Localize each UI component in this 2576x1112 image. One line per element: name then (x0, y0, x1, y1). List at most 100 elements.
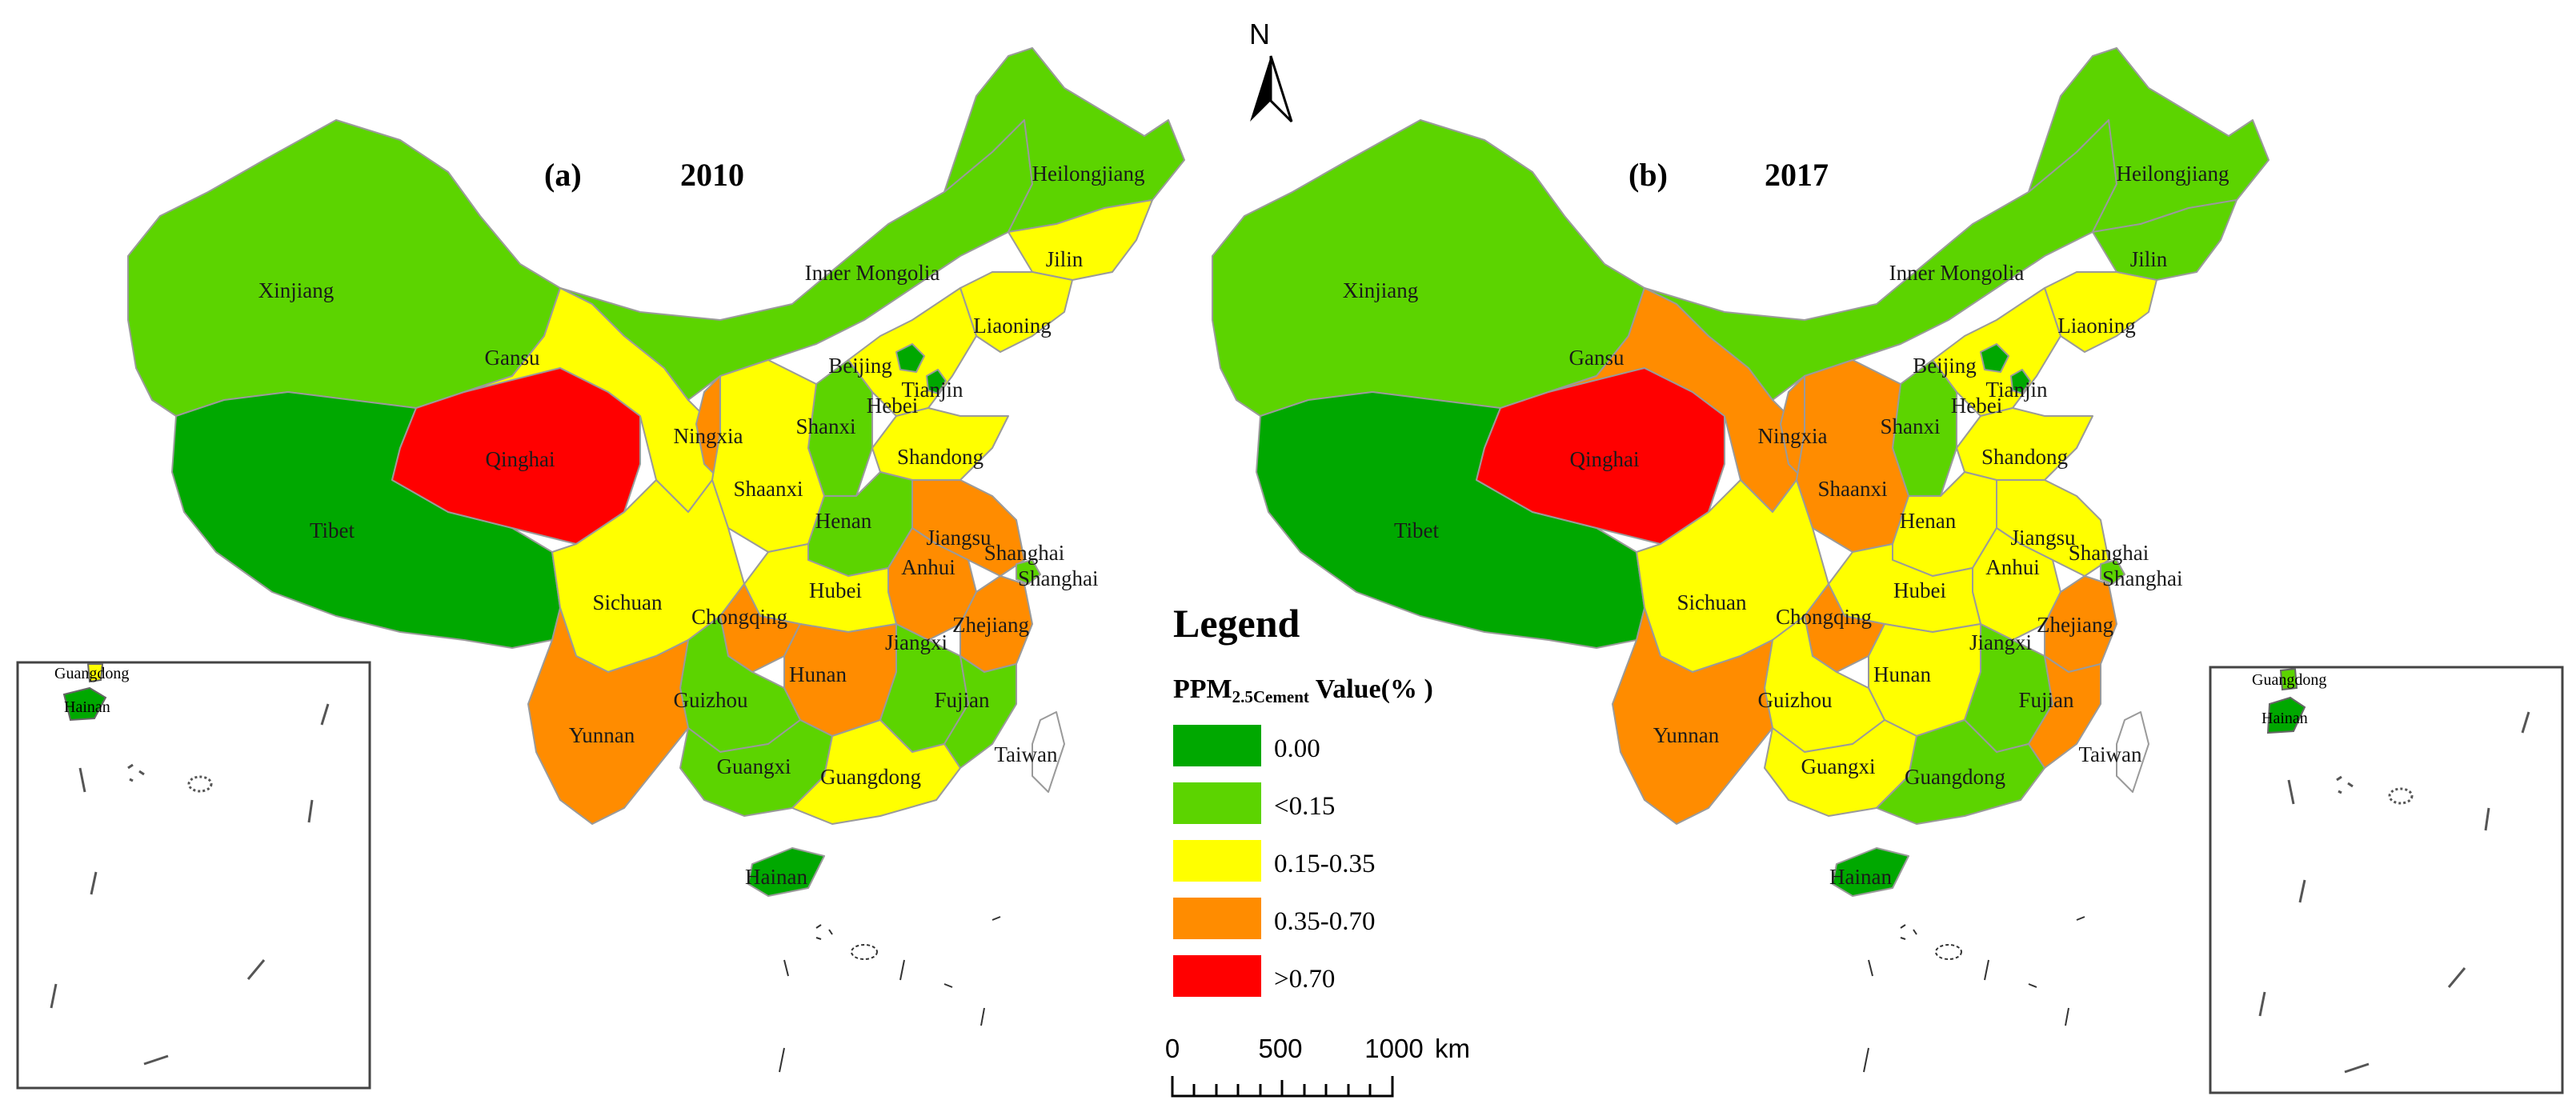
province-shanghai (2100, 559, 2125, 585)
province-label: Hainan (745, 865, 807, 889)
province-label: Jilin (2130, 247, 2168, 271)
province-label: Hunan (789, 662, 847, 686)
province-shandong (1956, 407, 2093, 481)
legend-swatch (1173, 955, 1261, 997)
scale-unit: km (1435, 1034, 1470, 1063)
inset-right: Guangdong Hainan (2209, 666, 2564, 1094)
province-tianjin (2010, 369, 2031, 394)
province-label: Guangxi (1801, 754, 1876, 778)
province-label: Beijing (1913, 354, 1977, 378)
province-label: Shaanxi (1818, 477, 1888, 501)
legend: Legend PPM2.5Cement Value(% ) 0.00 <0.15 0… (1173, 601, 1433, 997)
province-label: Gansu (485, 346, 540, 370)
province-heilongjiang (2028, 47, 2270, 233)
province-label: Chongqing (1776, 605, 1872, 629)
inset-label-guangdong: Guangdong (54, 665, 129, 682)
legend-swatch (1173, 898, 1261, 939)
inset-label-hainan: Hainan (2262, 710, 2308, 727)
province-label: Hubei (809, 578, 862, 602)
province-label: Inner Mongolia (1889, 261, 2025, 285)
province-label: Heilongjiang (2117, 162, 2229, 186)
legend-label: >0.70 (1274, 965, 1335, 994)
inset-hainan-shape (62, 686, 107, 722)
inset-hainan-shape (2266, 696, 2306, 734)
province-label: Xinjiang (258, 278, 335, 302)
province-label: Anhui (1985, 555, 2040, 579)
china-map (1212, 47, 2270, 1073)
province-xinjiang (1212, 119, 1645, 417)
china-map (127, 47, 1185, 1073)
province-label: Sichuan (1677, 590, 1747, 614)
province-inner-mongolia (559, 119, 1033, 401)
province-fujian (2028, 655, 2101, 769)
province-label: Tianjin (1985, 378, 2048, 402)
inset-guangdong-shape (2279, 667, 2298, 691)
province-label: Jiangsu (927, 526, 992, 550)
scale-tick-1000: 1000 (1364, 1034, 1423, 1063)
province-label: Ningxia (674, 424, 743, 448)
province-beijing (1980, 343, 2009, 373)
province-label: Beijing (828, 354, 892, 378)
province-label: Tibet (1394, 518, 1440, 542)
province-xinjiang (127, 119, 561, 417)
inset-islands (2258, 711, 2530, 1074)
legend-swatch (1173, 725, 1261, 766)
inset-guangdong-shape (86, 663, 104, 683)
province-yunnan (527, 607, 689, 825)
province-label: Shandong (1981, 445, 2068, 469)
scale-tick-500: 500 (1258, 1034, 1302, 1063)
province-label: Jiangxi (1969, 630, 2032, 654)
province-label: Shanghai (1018, 566, 1099, 590)
province-label: Guizhou (1758, 688, 1833, 712)
inset-label-hainan: Hainan (64, 698, 110, 716)
legend-label: 0.15-0.35 (1274, 850, 1376, 878)
province-tianjin (926, 369, 947, 394)
province-label: Hunan (1873, 662, 1931, 686)
province-label: Shanghai (2102, 566, 2183, 590)
province-label: Chongqing (691, 605, 787, 629)
province-label: Yunnan (1653, 723, 1720, 747)
inset-islands (50, 703, 330, 1066)
province-liaoning (2044, 271, 2157, 353)
province-yunnan (1612, 607, 1773, 825)
province-label: Sichuan (593, 590, 663, 614)
province-taiwan (2116, 711, 2149, 793)
province-label: Liaoning (2057, 314, 2135, 338)
province-label: Shanxi (1880, 414, 1940, 438)
province-label: Henan (815, 509, 872, 533)
province-label: Zhejiang (2037, 613, 2113, 637)
scale-bar: 0 500 1000 km (1165, 1034, 1470, 1098)
south-china-sea-islands (1863, 916, 2085, 1073)
province-label: Qinghai (486, 447, 555, 471)
province-inner-mongolia (1644, 119, 2117, 401)
province-label: Jiangxi (885, 630, 947, 654)
province-label: Taiwan (2078, 742, 2142, 766)
province-label: Liaoning (973, 314, 1051, 338)
province-label: Shanghai (984, 541, 1065, 565)
province-label: Qinghai (1570, 447, 1640, 471)
province-label: Fujian (2018, 688, 2074, 712)
province-fujian (943, 655, 1017, 769)
province-label: Shandong (897, 445, 984, 469)
province-label: Guangxi (717, 754, 791, 778)
province-label: Henan (1900, 509, 1957, 533)
province-label: Jilin (1046, 247, 1084, 271)
map-panel-2010: Xinjiang Tibet Qinghai Gansu Inner Mongolia H… (127, 47, 1185, 1073)
scale-tick-0: 0 (1165, 1034, 1180, 1063)
province-label: Hebei (1951, 394, 2002, 418)
province-label: Hainan (1829, 865, 1892, 889)
panel-year: 2017 (1765, 157, 1829, 193)
province-label: Yunnan (569, 723, 635, 747)
legend-swatch (1173, 782, 1261, 824)
panel-year: 2010 (680, 157, 744, 193)
province-label: Shanxi (795, 414, 855, 438)
province-label: Taiwan (994, 742, 1058, 766)
province-shaanxi (1796, 359, 1909, 553)
province-shanghai (1016, 559, 1041, 585)
province-label: Tibet (310, 518, 355, 542)
legend-label: 0.35-0.70 (1274, 907, 1376, 936)
province-shaanxi (711, 359, 825, 553)
province-shandong (871, 407, 1009, 481)
south-china-sea-islands (779, 916, 1001, 1073)
province-taiwan (1032, 711, 1065, 793)
